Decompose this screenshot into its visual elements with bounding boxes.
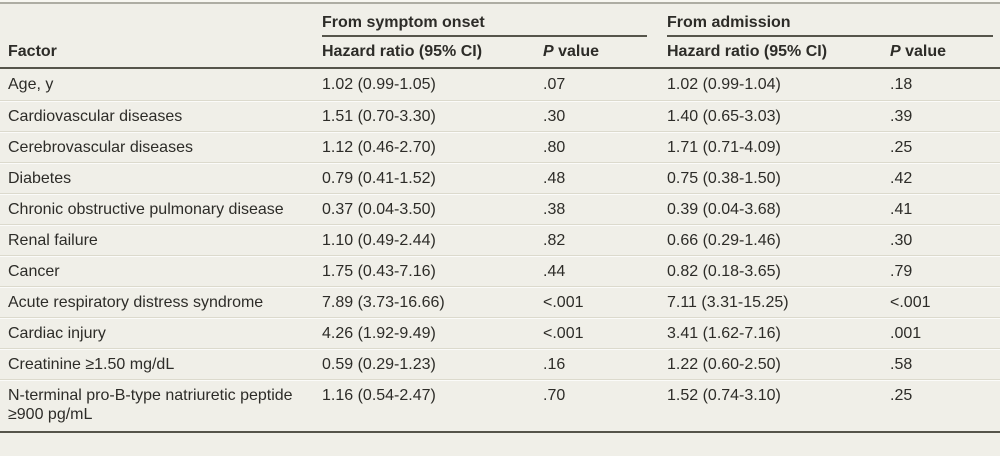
factor-cell: Diabetes [8, 170, 72, 187]
hr-admission-cell: 0.39 (0.04-3.68) [667, 201, 781, 218]
table-row: Diabetes 0.79 (0.41-1.52) .48 0.75 (0.38… [0, 162, 1000, 193]
p-onset-cell: <.001 [543, 294, 584, 311]
table-row: Cerebrovascular diseases 1.12 (0.46-2.70… [0, 131, 1000, 162]
group-header-symptom-onset: From symptom onset [322, 4, 647, 37]
column-header-row: Factor Hazard ratio (95% CI) P value Haz… [0, 37, 1000, 69]
factor-cell: Cardiac injury [8, 325, 106, 342]
hr-onset-cell: 1.51 (0.70-3.30) [322, 108, 436, 125]
column-header-p-value-admission: P value [890, 37, 1000, 67]
p-onset-cell: .44 [543, 263, 566, 280]
p-admission-cell: .42 [890, 170, 913, 187]
column-header-hazard-ratio-onset: Hazard ratio (95% CI) [322, 37, 543, 67]
hr-onset-cell: 1.02 (0.99-1.05) [322, 76, 436, 93]
factor-cell: Age, y [8, 76, 54, 93]
p-onset-cell: <.001 [543, 325, 584, 342]
table-row: Creatinine ≥1.50 mg/dL 0.59 (0.29-1.23) … [0, 348, 1000, 379]
factor-cell: Cerebrovascular diseases [8, 139, 193, 156]
p-onset-cell: .48 [543, 170, 566, 187]
hr-admission-cell: 1.40 (0.65-3.03) [667, 108, 781, 125]
table-row: Acute respiratory distress syndrome 7.89… [0, 286, 1000, 317]
group-header-admission: From admission [667, 4, 993, 37]
p-onset-cell: .16 [543, 356, 566, 373]
p-admission-cell: .58 [890, 356, 913, 373]
hr-admission-cell: 3.41 (1.62-7.16) [667, 325, 781, 342]
group-header-label: From symptom onset [322, 14, 485, 31]
p-admission-cell: .25 [890, 139, 913, 156]
p-italic: P [543, 43, 554, 60]
hr-onset-cell: 1.75 (0.43-7.16) [322, 263, 436, 280]
hr-admission-cell: 1.02 (0.99-1.04) [667, 76, 781, 93]
column-header-p-value-onset: P value [543, 37, 667, 67]
hr-onset-cell: 4.26 (1.92-9.49) [322, 325, 436, 342]
top-margin [0, 0, 1000, 2]
hr-admission-cell: 1.22 (0.60-2.50) [667, 356, 781, 373]
factor-cell: Cancer [8, 263, 60, 280]
table-row: Renal failure 1.10 (0.49-2.44) .82 0.66 … [0, 224, 1000, 255]
group-header-spacer [0, 4, 322, 37]
hr-admission-cell: 0.66 (0.29-1.46) [667, 232, 781, 249]
hr-admission-cell: 0.82 (0.18-3.65) [667, 263, 781, 280]
factor-cell: N-terminal pro-B-type natriuretic peptid… [8, 387, 293, 423]
hr-onset-cell: 1.10 (0.49-2.44) [322, 232, 436, 249]
group-header-row: From symptom onset From admission [0, 4, 1000, 37]
hr-admission-cell: 1.52 (0.74-3.10) [667, 387, 781, 404]
hr-admission-cell: 7.11 (3.31-15.25) [667, 294, 789, 311]
p-onset-cell: .30 [543, 108, 566, 125]
column-header-factor: Factor [8, 43, 57, 60]
p-rest: value [553, 43, 600, 60]
p-onset-cell: .07 [543, 76, 566, 93]
table-top-rule [0, 2, 1000, 4]
table-row: Age, y 1.02 (0.99-1.05) .07 1.02 (0.99-1… [0, 69, 1000, 100]
p-onset-cell: .80 [543, 139, 566, 156]
table-bottom-rule [0, 431, 1000, 433]
p-admission-cell: .39 [890, 108, 913, 125]
hr-onset-cell: 0.59 (0.29-1.23) [322, 356, 436, 373]
column-header-hazard-ratio-admission: Hazard ratio (95% CI) [667, 37, 890, 67]
column-header-label: Hazard ratio (95% CI) [322, 43, 483, 60]
table-row: Cancer 1.75 (0.43-7.16) .44 0.82 (0.18-3… [0, 255, 1000, 286]
p-admission-cell: .18 [890, 76, 913, 93]
table-row: Chronic obstructive pulmonary disease 0.… [0, 193, 1000, 224]
hr-onset-cell: 1.16 (0.54-2.47) [322, 387, 436, 404]
p-onset-cell: .70 [543, 387, 566, 404]
p-onset-cell: .38 [543, 201, 566, 218]
factor-cell: Chronic obstructive pulmonary disease [8, 201, 284, 218]
column-header-label: Hazard ratio (95% CI) [667, 43, 828, 60]
p-onset-cell: .82 [543, 232, 566, 249]
factor-cell: Acute respiratory distress syndrome [8, 294, 264, 311]
p-admission-cell: .30 [890, 232, 913, 249]
factor-cell: Creatinine ≥1.50 mg/dL [8, 356, 175, 373]
hr-onset-cell: 0.79 (0.41-1.52) [322, 170, 436, 187]
hr-onset-cell: 0.37 (0.04-3.50) [322, 201, 436, 218]
hr-onset-cell: 1.12 (0.46-2.70) [322, 139, 436, 156]
p-admission-cell: .25 [890, 387, 913, 404]
p-admission-cell: <.001 [890, 294, 931, 311]
table-row: Cardiac injury 4.26 (1.92-9.49) <.001 3.… [0, 317, 1000, 348]
p-admission-cell: .79 [890, 263, 913, 280]
group-header-label: From admission [667, 14, 791, 31]
hazard-ratio-table: From symptom onset From admission Factor… [0, 0, 1000, 433]
hr-onset-cell: 7.89 (3.73-16.66) [322, 294, 445, 311]
p-rest: value [900, 43, 947, 60]
hr-admission-cell: 0.75 (0.38-1.50) [667, 170, 781, 187]
factor-cell: Renal failure [8, 232, 98, 249]
p-admission-cell: .001 [890, 325, 922, 342]
table-row: Cardiovascular diseases 1.51 (0.70-3.30)… [0, 100, 1000, 131]
hr-admission-cell: 1.71 (0.71-4.09) [667, 139, 781, 156]
table-row: N-terminal pro-B-type natriuretic peptid… [0, 379, 1000, 429]
table-body: Age, y 1.02 (0.99-1.05) .07 1.02 (0.99-1… [0, 69, 1000, 429]
p-italic: P [890, 43, 901, 60]
factor-cell: Cardiovascular diseases [8, 108, 183, 125]
p-admission-cell: .41 [890, 201, 913, 218]
